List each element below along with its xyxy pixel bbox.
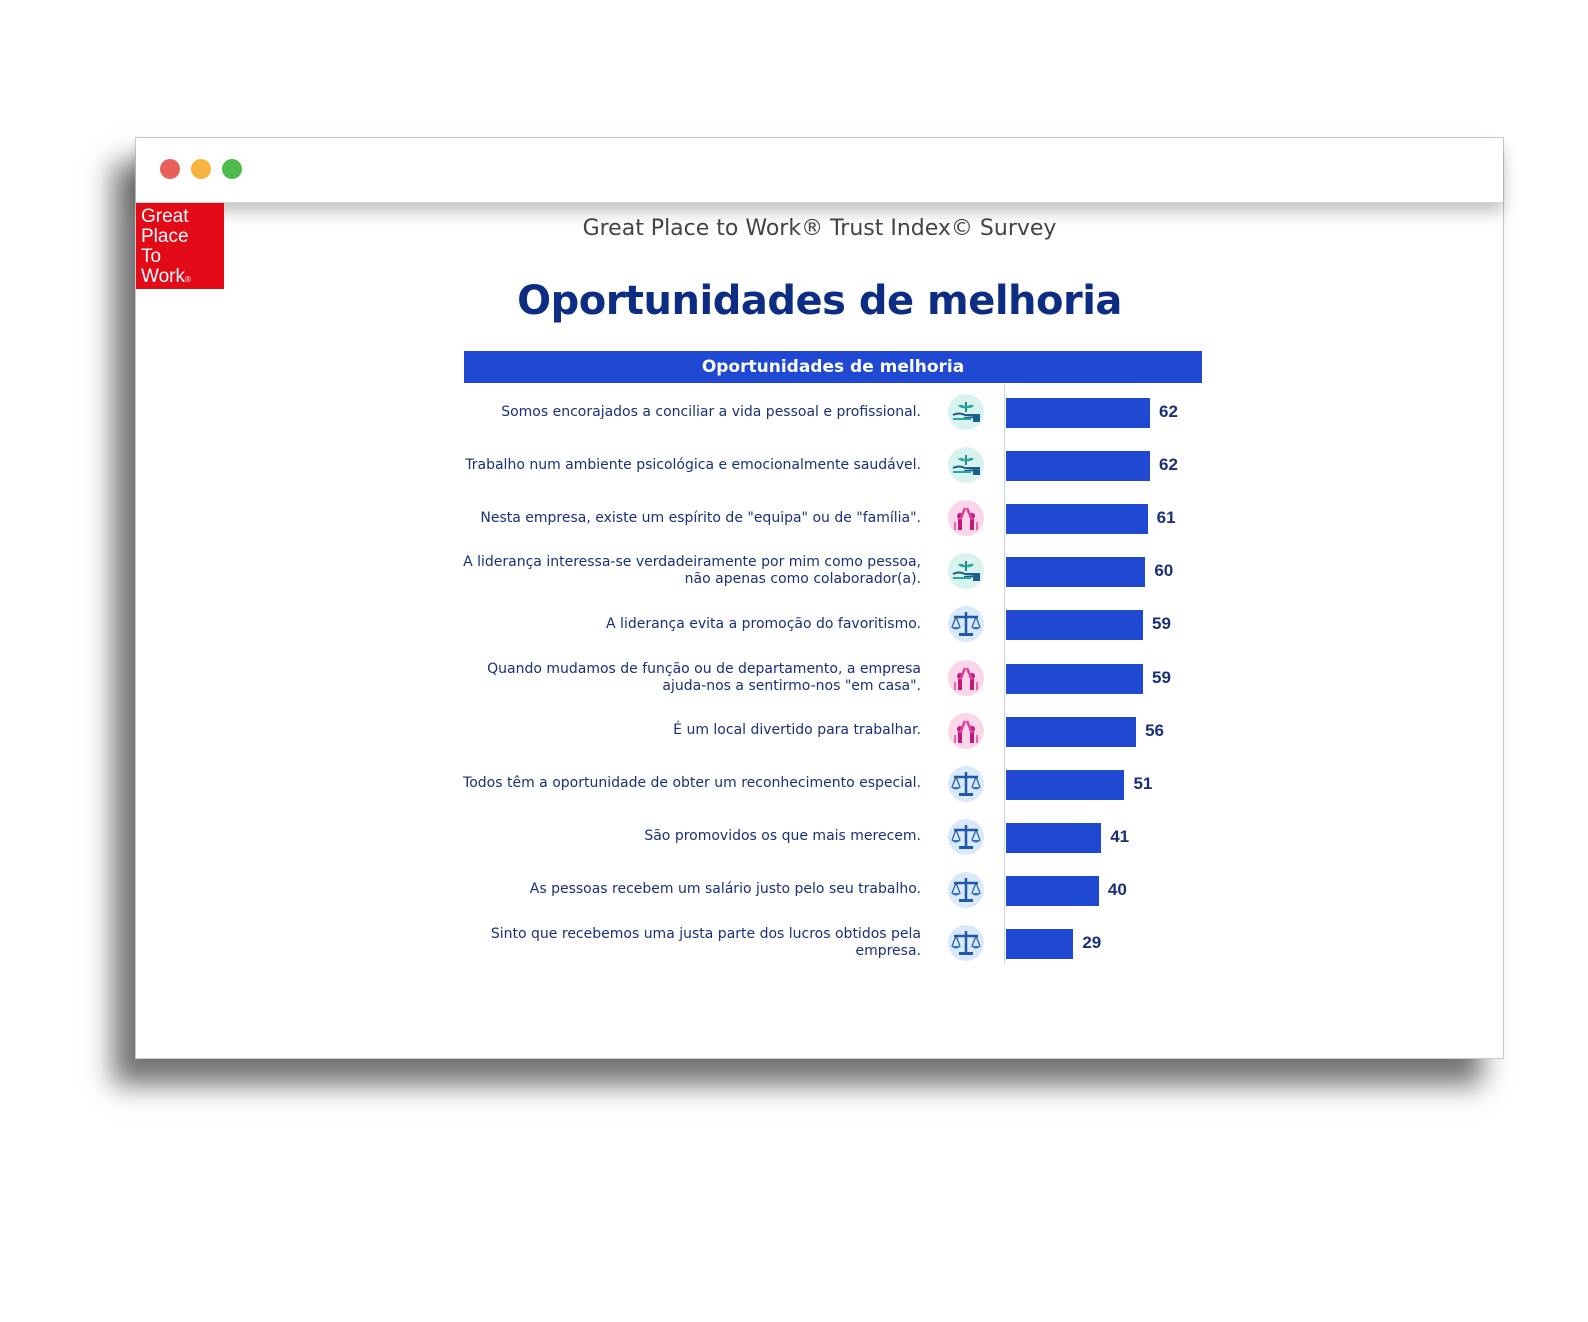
bar-value-label: 29 bbox=[1082, 933, 1102, 952]
chart-row: Todos têm a oportunidade de obter um rec… bbox=[136, 759, 1503, 809]
bar bbox=[1006, 929, 1074, 959]
bar bbox=[1006, 716, 1137, 747]
row-label: Todos têm a oportunidade de obter um rec… bbox=[463, 775, 921, 792]
logo-line-1: Great bbox=[141, 206, 189, 227]
row-label: Trabalho num ambiente psicológica e emoc… bbox=[465, 456, 921, 473]
bar bbox=[1006, 398, 1150, 428]
survey-title: Great Place to Work® Trust Index© Survey bbox=[582, 216, 1057, 241]
close-window-button[interactable] bbox=[160, 159, 180, 179]
chart-row: São promovidos os que mais merecem. 41 bbox=[136, 812, 1503, 862]
page-title: Oportunidades de melhoria bbox=[517, 278, 1122, 324]
row-label: Quando mudamos de função ou de departame… bbox=[487, 660, 921, 694]
bar bbox=[1006, 663, 1144, 694]
chart-row: É um local divertido para trabalhar. 56 bbox=[136, 706, 1503, 756]
bar bbox=[1006, 451, 1150, 482]
great-place-to-work-logo: Great Place To Work® bbox=[136, 203, 224, 289]
row-label: Nesta empresa, existe um espírito de "eq… bbox=[480, 509, 921, 526]
chart-row: A liderança interessa-se verdadeiramente… bbox=[136, 546, 1503, 596]
bar-value-label: 62 bbox=[1159, 455, 1178, 475]
row-label: A liderança evita a promoção do favoriti… bbox=[606, 615, 921, 632]
people-celebrate-icon bbox=[948, 712, 984, 749]
bar-value-label: 59 bbox=[1152, 667, 1171, 687]
chart-row: Sinto que recebemos uma justa parte dos … bbox=[136, 918, 1503, 968]
logo-line-2: Place bbox=[141, 226, 189, 247]
row-label: São promovidos os que mais merecem. bbox=[644, 828, 921, 845]
bar-value-label: 62 bbox=[1159, 402, 1178, 421]
row-label: A liderança interessa-se verdadeiramente… bbox=[463, 554, 921, 588]
people-celebrate-icon bbox=[948, 500, 984, 537]
logo-line-4: Work bbox=[141, 266, 185, 287]
row-label: Sinto que recebemos uma justa parte dos … bbox=[490, 926, 921, 959]
chart-axis-line bbox=[1004, 384, 1005, 964]
chart-row: Quando mudamos de função ou de departame… bbox=[136, 653, 1503, 703]
hand-plant-icon bbox=[948, 394, 984, 430]
bar bbox=[1006, 557, 1146, 588]
bar-value-label: 60 bbox=[1154, 561, 1174, 581]
scales-icon bbox=[948, 818, 984, 855]
bar-value-label: 61 bbox=[1156, 508, 1176, 528]
chart-row: Nesta empresa, existe um espírito de "eq… bbox=[136, 493, 1503, 543]
bar bbox=[1006, 822, 1102, 853]
maximize-window-button[interactable] bbox=[222, 159, 242, 179]
bar-value-label: 40 bbox=[1107, 879, 1127, 899]
browser-window: Great Place To Work® Great Place to Work… bbox=[135, 137, 1504, 1059]
bar-value-label: 59 bbox=[1152, 614, 1171, 634]
bar-value-label: 51 bbox=[1133, 773, 1153, 793]
chart-row: Somos encorajados a conciliar a vida pes… bbox=[136, 387, 1503, 437]
bar-value-label: 41 bbox=[1110, 826, 1130, 846]
hand-plant-icon bbox=[948, 447, 984, 484]
scales-icon bbox=[948, 606, 984, 643]
logo-registered-mark: ® bbox=[184, 275, 191, 284]
bar-value-label: 56 bbox=[1145, 720, 1164, 740]
chart-row: A liderança evita a promoção do favoriti… bbox=[136, 599, 1503, 649]
bar bbox=[1006, 875, 1099, 906]
logo-line-3: To bbox=[141, 246, 162, 267]
chart-row: Trabalho num ambiente psicológica e emoc… bbox=[136, 440, 1503, 490]
scales-icon bbox=[948, 765, 984, 802]
row-label: As pessoas recebem um salário justo pelo… bbox=[529, 881, 921, 898]
minimize-window-button[interactable] bbox=[191, 159, 211, 179]
bar bbox=[1006, 610, 1144, 641]
scales-icon bbox=[948, 871, 984, 908]
hand-plant-icon bbox=[948, 553, 984, 590]
scales-icon bbox=[948, 925, 984, 961]
row-label: Somos encorajados a conciliar a vida pes… bbox=[501, 403, 921, 420]
bar bbox=[1006, 504, 1148, 535]
row-label: É um local divertido para trabalhar. bbox=[673, 722, 921, 739]
chart-row: As pessoas recebem um salário justo pelo… bbox=[136, 865, 1503, 915]
bar bbox=[1006, 769, 1125, 800]
chart-header: Oportunidades de melhoria bbox=[464, 351, 1202, 383]
people-celebrate-icon bbox=[948, 659, 984, 696]
window-titlebar bbox=[136, 138, 1503, 203]
